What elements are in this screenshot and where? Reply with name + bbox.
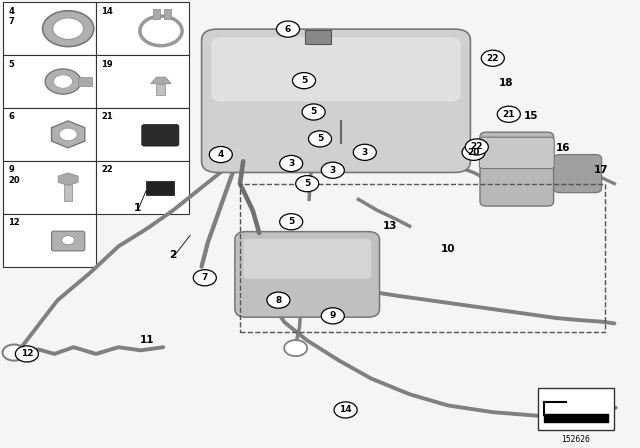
Circle shape: [42, 11, 93, 47]
Polygon shape: [58, 173, 78, 185]
Circle shape: [193, 270, 216, 286]
Text: 12: 12: [20, 349, 33, 358]
Polygon shape: [151, 77, 172, 84]
Circle shape: [276, 21, 300, 37]
Circle shape: [52, 18, 83, 39]
Circle shape: [280, 214, 303, 230]
Text: 5: 5: [317, 134, 323, 143]
Text: 11: 11: [140, 336, 154, 345]
Circle shape: [284, 340, 307, 356]
FancyBboxPatch shape: [554, 155, 602, 193]
Circle shape: [45, 69, 81, 94]
Text: 21: 21: [502, 110, 515, 119]
Bar: [96, 2, 189, 55]
Text: 4
7: 4 7: [8, 7, 14, 26]
Circle shape: [209, 146, 232, 163]
Text: 7: 7: [202, 273, 208, 282]
Text: 12: 12: [8, 218, 20, 227]
Text: 17: 17: [595, 165, 609, 175]
FancyBboxPatch shape: [235, 232, 380, 317]
Text: 15: 15: [524, 112, 538, 121]
Polygon shape: [52, 121, 84, 148]
Text: 9: 9: [330, 311, 336, 320]
Bar: [240, 184, 605, 332]
Bar: [538, 388, 614, 430]
Bar: [3, 108, 96, 161]
Text: 8: 8: [275, 296, 282, 305]
Text: 152626: 152626: [561, 435, 591, 444]
Circle shape: [15, 346, 38, 362]
Text: 1: 1: [134, 203, 141, 213]
Circle shape: [497, 106, 520, 122]
Circle shape: [308, 131, 332, 147]
Text: 5: 5: [304, 179, 310, 188]
Circle shape: [465, 139, 488, 155]
Circle shape: [3, 345, 26, 361]
Bar: [96, 108, 189, 161]
FancyBboxPatch shape: [202, 29, 470, 172]
FancyBboxPatch shape: [142, 125, 179, 146]
FancyBboxPatch shape: [480, 132, 554, 206]
Text: 21: 21: [101, 112, 113, 121]
FancyBboxPatch shape: [243, 239, 371, 279]
Circle shape: [334, 402, 357, 418]
Bar: [96, 55, 189, 108]
Text: 13: 13: [383, 221, 397, 231]
Bar: [64, 184, 72, 201]
Text: 5: 5: [310, 108, 317, 116]
Text: 6: 6: [8, 112, 14, 121]
Circle shape: [267, 292, 290, 308]
Text: 19: 19: [101, 60, 113, 69]
Circle shape: [296, 176, 319, 192]
Text: 5: 5: [301, 76, 307, 85]
Bar: [305, 30, 331, 44]
Bar: [3, 2, 96, 55]
Text: 9
20: 9 20: [8, 165, 20, 185]
FancyBboxPatch shape: [479, 137, 554, 168]
Text: 5: 5: [8, 60, 14, 69]
Text: 4: 4: [218, 150, 224, 159]
Bar: [164, 9, 170, 19]
Circle shape: [280, 155, 303, 172]
Text: 14: 14: [101, 7, 113, 16]
Circle shape: [292, 73, 316, 89]
Bar: [3, 55, 96, 108]
Bar: [3, 161, 96, 214]
Circle shape: [302, 104, 325, 120]
Text: 5: 5: [288, 217, 294, 226]
Text: 6: 6: [285, 25, 291, 34]
Bar: [156, 84, 165, 95]
Bar: [79, 77, 93, 86]
Text: 14: 14: [339, 405, 352, 414]
Circle shape: [353, 144, 376, 160]
Text: 22: 22: [486, 54, 499, 63]
Text: 20: 20: [467, 148, 480, 157]
Text: 18: 18: [499, 78, 513, 88]
Circle shape: [321, 162, 344, 178]
Bar: [154, 9, 160, 19]
Text: 22: 22: [470, 142, 483, 151]
Circle shape: [321, 308, 344, 324]
Text: 3: 3: [330, 166, 336, 175]
Bar: [146, 181, 174, 195]
Text: 10: 10: [441, 244, 455, 254]
Bar: [3, 214, 96, 267]
FancyBboxPatch shape: [51, 231, 84, 251]
Circle shape: [61, 236, 74, 245]
Text: 3: 3: [362, 148, 368, 157]
Circle shape: [462, 144, 485, 160]
Circle shape: [59, 128, 77, 141]
Circle shape: [53, 75, 73, 88]
FancyBboxPatch shape: [211, 37, 461, 102]
Text: 16: 16: [556, 143, 570, 153]
Circle shape: [481, 50, 504, 66]
Bar: [96, 161, 189, 214]
Text: 22: 22: [101, 165, 113, 174]
Text: 2: 2: [169, 250, 177, 260]
Text: 3: 3: [288, 159, 294, 168]
